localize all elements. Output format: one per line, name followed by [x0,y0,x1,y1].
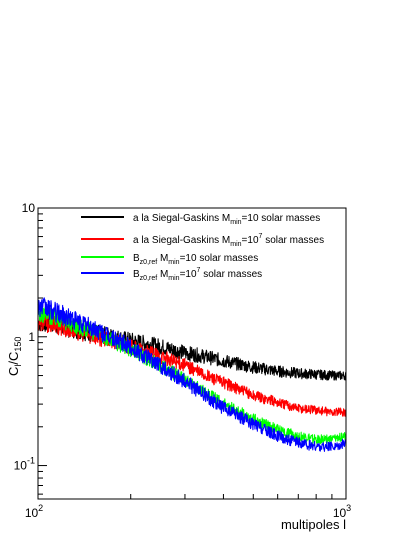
y-tick-label-1: 1 [28,330,35,344]
plot-frame [37,207,347,500]
series-line-4 [37,297,347,452]
legend-label-3: Bz0,ref Mmin=10 solar masses [133,253,258,266]
x-tick-label-1: 103 [333,503,351,520]
legend-label-4: Bz0,ref Mmin=107 solar masses [133,267,262,282]
y-tick-label-0: 10-1 [14,456,35,473]
series-line-1 [37,311,347,381]
x-axis-label: multipoles l [281,517,346,532]
y-axis-label: Cl/C150 [6,337,23,376]
legend: a la Siegal-Gaskins Mmin=10 solar masses… [81,213,324,282]
axis-ticks [37,207,347,499]
legend-label-1: a la Siegal-Gaskins Mmin=10 solar masses [133,213,320,226]
axis-tick-labels: 102 103 10-1 1 10 [14,201,352,520]
legend-label-2: a la Siegal-Gaskins Mmin=107 solar masse… [133,233,324,248]
y-tick-label-2: 10 [22,201,36,215]
x-tick-label-0: 102 [25,503,43,520]
series-layer [37,297,347,452]
